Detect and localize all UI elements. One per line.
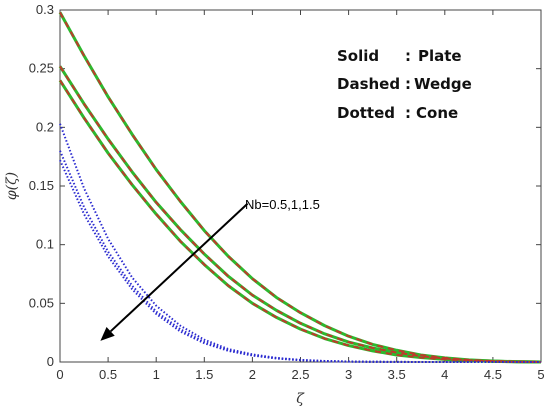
legend-value-dashed: Wedge xyxy=(414,75,472,93)
y-tick-label: 0 xyxy=(47,354,54,369)
legend-sep-dashed: : xyxy=(405,75,411,93)
legend-sep-dotted: : xyxy=(405,104,411,122)
legend-key-dashed: Dashed xyxy=(337,75,400,93)
x-tick-label: 0 xyxy=(56,367,63,382)
y-tick-label: 0.25 xyxy=(29,61,54,76)
x-tick-label: 1.5 xyxy=(195,367,213,382)
series-solid-1 xyxy=(58,65,542,364)
series-dashed-4 xyxy=(59,65,542,363)
series-dotted-8 xyxy=(59,159,541,363)
series-lines xyxy=(58,11,542,364)
x-tick-label: 2.5 xyxy=(291,367,309,382)
annotation-arrow xyxy=(109,202,249,333)
series-dashed-3 xyxy=(59,11,542,363)
series-dotted-6 xyxy=(59,123,541,363)
x-tick-label: 0.5 xyxy=(99,367,117,382)
x-tick-label: 4.5 xyxy=(484,367,502,382)
legend: Solid : Plate Dashed : Wedge Dotted : Co… xyxy=(337,47,472,122)
y-tick-label: 0.2 xyxy=(36,119,54,134)
annotation-nb: Nb=0.5,1,1.5 xyxy=(245,197,320,212)
x-tick-label: 1 xyxy=(153,367,160,382)
series-dashed-5 xyxy=(59,79,542,363)
x-tick-label: 2 xyxy=(249,367,256,382)
y-axis-ticks: 0 0.05 0.1 0.15 0.2 0.25 0.3 xyxy=(29,2,541,369)
x-axis-ticks: 0 0.5 1 1.5 2 2.5 3 3.5 4 4.5 5 xyxy=(56,10,545,382)
y-tick-label: 0.15 xyxy=(29,178,54,193)
y-axis-label: φ(ζ) xyxy=(4,172,20,200)
x-tick-label: 3.5 xyxy=(388,367,406,382)
legend-sep-solid: : xyxy=(405,47,411,65)
x-tick-label: 3 xyxy=(345,367,352,382)
y-tick-label: 0.1 xyxy=(36,237,54,252)
legend-key-solid: Solid xyxy=(337,47,379,65)
legend-value-solid: Plate xyxy=(418,47,462,65)
y-tick-label: 0.05 xyxy=(29,295,54,310)
x-tick-label: 4 xyxy=(441,367,448,382)
y-tick-label: 0.3 xyxy=(36,2,54,17)
series-solid-2 xyxy=(58,79,542,364)
legend-key-dotted: Dotted xyxy=(337,104,395,122)
annotation-arrowhead xyxy=(100,326,115,341)
x-tick-label: 5 xyxy=(537,367,544,382)
x-axis-label: ζ xyxy=(296,391,305,407)
legend-value-dotted: Cone xyxy=(416,104,458,122)
